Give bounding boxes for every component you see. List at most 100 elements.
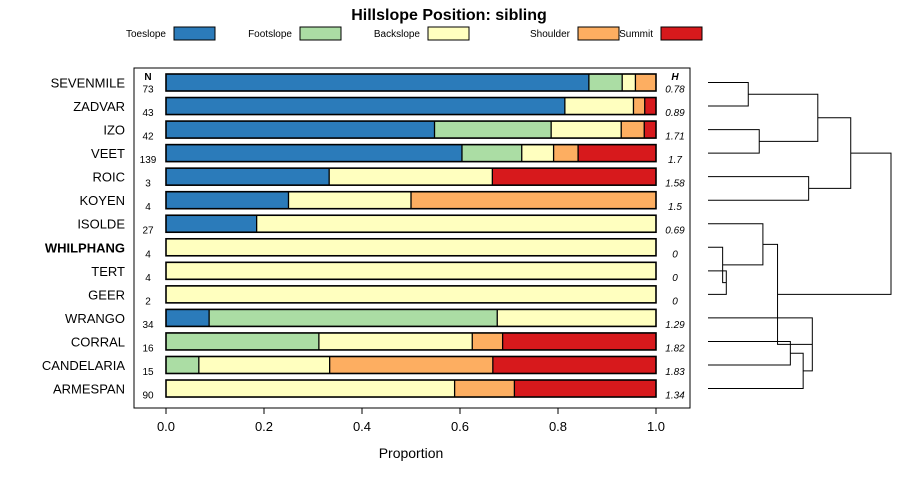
- bar-segment-backslope: [551, 121, 622, 139]
- dendrogram: [708, 82, 892, 390]
- dendrogram-branch: [708, 129, 760, 154]
- bar-segment-backslope: [318, 332, 473, 350]
- bar-segment-summit: [578, 144, 656, 162]
- bar-segment-toeslope: [166, 74, 589, 91]
- row-label: SEVENMILE: [51, 76, 126, 91]
- n-header: N: [144, 72, 151, 83]
- legend-swatch-backslope: [427, 26, 470, 41]
- x-tick-label: 0.4: [353, 419, 371, 434]
- dendrogram-branch: [777, 152, 892, 295]
- row-label: KOYEN: [79, 193, 125, 208]
- bar-segment-backslope: [166, 285, 656, 303]
- bar-segment-backslope: [622, 74, 636, 91]
- h-value: 1.29: [665, 320, 685, 331]
- legend-label-footslope: Footslope: [248, 29, 292, 40]
- n-value: 42: [142, 132, 154, 143]
- n-value: 27: [142, 226, 154, 237]
- bar-segment-footslope: [461, 144, 522, 162]
- h-value: 1.34: [665, 391, 685, 402]
- legend-swatch-shoulder: [577, 26, 620, 41]
- plot-frame: [133, 67, 691, 409]
- bar-segment-shoulder: [454, 380, 515, 398]
- bar-outline: [165, 214, 657, 234]
- bar-outline: [165, 261, 657, 281]
- h-value: 0: [672, 296, 678, 307]
- bar-segment-toeslope: [166, 168, 330, 186]
- bar-segment-toeslope: [166, 215, 257, 233]
- legend-label-summit: Summit: [619, 29, 653, 40]
- legend-swatch-footslope: [299, 26, 342, 41]
- bar-segment-shoulder: [633, 97, 645, 115]
- row-label: ROIC: [93, 170, 126, 185]
- bar-segment-summit: [502, 332, 656, 350]
- n-value: 139: [140, 155, 157, 166]
- row-label: CORRAL: [71, 334, 125, 349]
- legend: Toeslope Footslope Backslope Shoulder Summit: [126, 26, 703, 41]
- x-tick-label: 0.8: [549, 419, 567, 434]
- bar-outline: [165, 143, 657, 163]
- bar-segment-toeslope: [166, 144, 462, 162]
- bar-segment-backslope: [198, 356, 330, 374]
- h-value: 1.58: [665, 179, 685, 190]
- row-label: ISOLDE: [77, 217, 125, 232]
- bar-segment-summit: [514, 380, 656, 398]
- legend-label-shoulder: Shoulder: [530, 29, 571, 40]
- n-value: 90: [142, 391, 154, 402]
- bar-segment-shoulder: [621, 121, 645, 139]
- bar-outline: [165, 190, 657, 210]
- bar-outline: [165, 379, 657, 398]
- dendrogram-branch: [708, 82, 749, 107]
- bar-segment-footslope: [588, 74, 623, 91]
- dendrogram-branch: [748, 93, 819, 142]
- h-values: 0.78 0.89 1.71 1.7 1.58 1.5 0.69 0 0 0 1.29 1.82 1.8…: [665, 85, 685, 402]
- n-value: 2: [145, 296, 151, 307]
- bar-segment-backslope: [256, 215, 656, 233]
- bar-outline: [165, 120, 657, 139]
- row-label: IZO: [103, 123, 125, 138]
- bar-segment-toeslope: [166, 309, 210, 327]
- x-tick-label: 0.0: [157, 419, 175, 434]
- bar-segment-toeslope: [166, 97, 565, 115]
- legend-swatch-toeslope: [173, 26, 216, 41]
- bar-segment-footslope: [166, 356, 199, 374]
- dendrogram-branch: [708, 352, 804, 390]
- bar-outline: [165, 285, 657, 304]
- dendrogram-branch: [708, 176, 810, 201]
- bar-segment-backslope: [497, 309, 656, 327]
- n-value: 34: [142, 320, 154, 331]
- h-value: 0.78: [665, 85, 685, 96]
- bar-segment-footslope: [209, 309, 498, 327]
- bar-segment-backslope: [166, 238, 656, 256]
- row-label: GEER: [88, 287, 125, 302]
- bar-outline: [165, 167, 657, 186]
- bar-segment-backslope: [288, 191, 411, 209]
- chart-title: Hillslope Position: sibling: [351, 7, 547, 24]
- row-label: CANDELARIA: [42, 358, 125, 373]
- dendrogram-branch: [808, 117, 852, 189]
- bar-segment-summit: [492, 356, 656, 374]
- bar-outline: [165, 73, 657, 92]
- n-value: 4: [145, 249, 151, 260]
- n-value: 43: [142, 108, 154, 119]
- bars: [165, 73, 657, 398]
- dendrogram-branch: [708, 340, 791, 366]
- bar-segment-shoulder: [411, 191, 656, 209]
- n-value: 15: [142, 367, 154, 378]
- bar-segment-backslope: [166, 262, 656, 280]
- legend-label-toeslope: Toeslope: [126, 29, 166, 40]
- dendrogram-branch: [708, 223, 764, 266]
- row-labels: SEVENMILE ZADVAR IZO VEET ROIC KOYEN ISOLDE WHI…: [42, 76, 125, 397]
- legend-label-backslope: Backslope: [374, 29, 421, 40]
- row-label: TERT: [91, 264, 125, 279]
- row-label: ZADVAR: [73, 99, 125, 114]
- x-tick-label: 0.2: [255, 419, 273, 434]
- bar-segment-shoulder: [553, 144, 579, 162]
- h-header: H: [671, 72, 679, 83]
- h-value: 1.5: [668, 202, 682, 213]
- bar-segment-shoulder: [329, 356, 493, 374]
- x-tick-label: 0.6: [451, 419, 469, 434]
- bar-outline: [165, 308, 657, 328]
- bar-segment-shoulder: [635, 74, 656, 91]
